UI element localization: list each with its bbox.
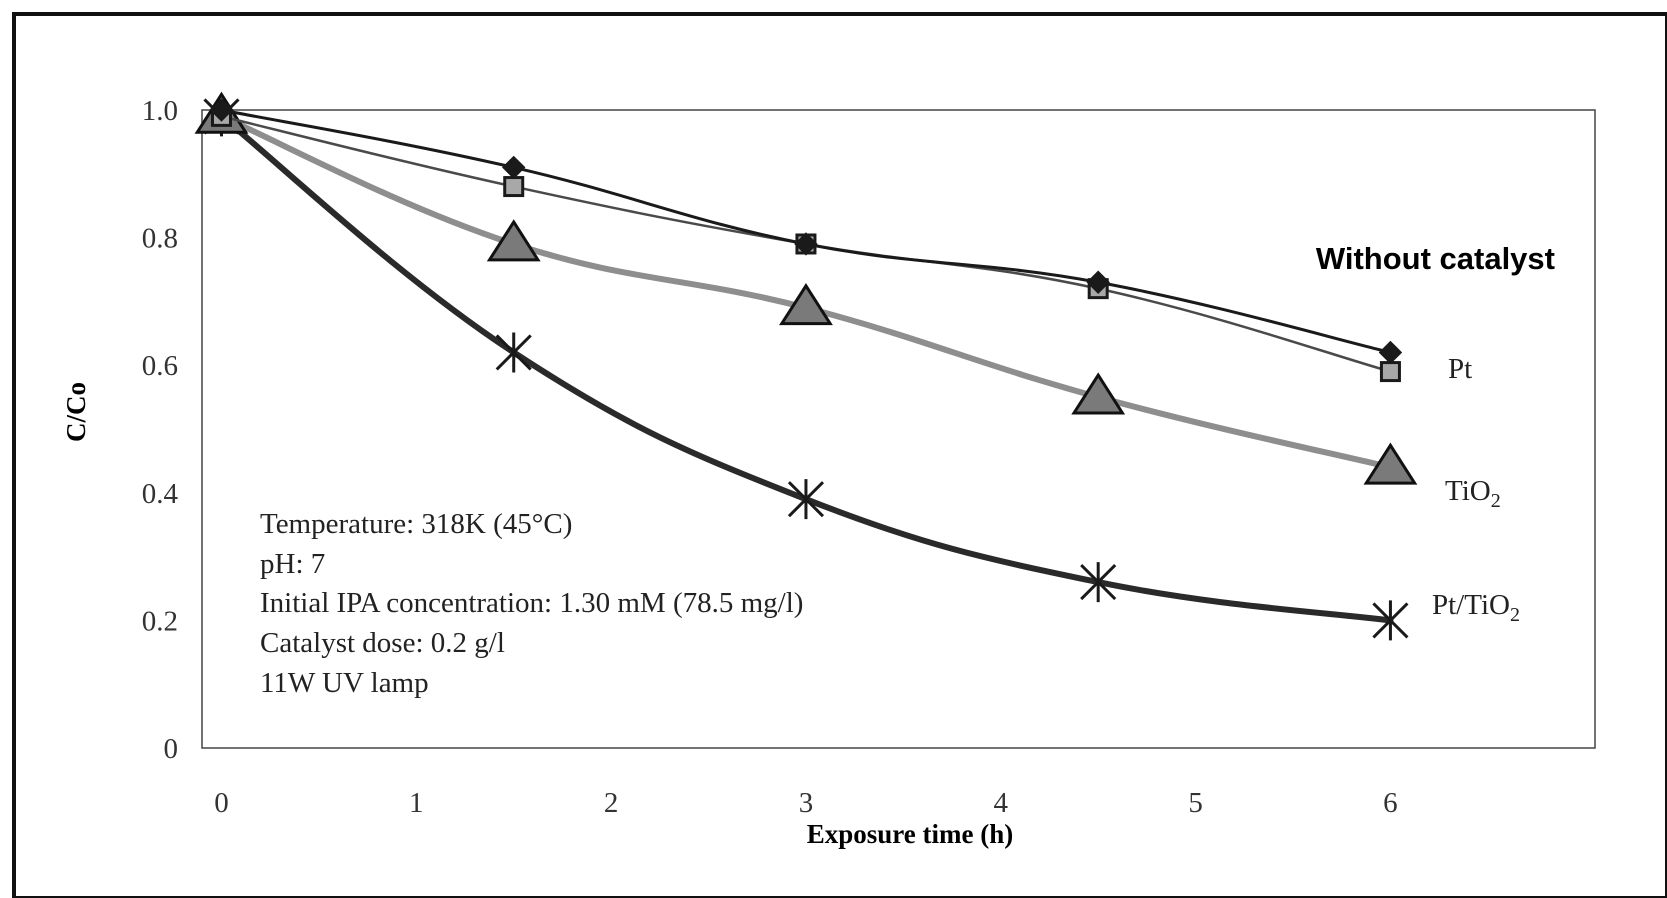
condition-uv-lamp: 11W UV lamp <box>260 667 429 699</box>
x-tick-label: 2 <box>604 787 619 819</box>
y-tick-label: 0.6 <box>142 350 178 382</box>
data-point-triangle <box>1363 442 1418 485</box>
series-tio2 <box>194 91 1418 485</box>
condition-catalyst-dose: Catalyst dose: 0.2 g/l <box>260 627 505 659</box>
outer-frame <box>12 12 1667 898</box>
data-point-triangle <box>779 282 833 326</box>
data-point-star <box>787 479 825 520</box>
x-axis-title: Exposure time (h) <box>807 819 1014 849</box>
data-point-star <box>1372 600 1409 641</box>
y-tick-label: 0.8 <box>142 223 178 255</box>
series-without-catalyst <box>209 98 1403 365</box>
series-label-text: Pt <box>1448 353 1472 385</box>
x-tick-label: 5 <box>1188 787 1203 819</box>
y-tick-label: 1.0 <box>142 95 178 127</box>
data-point-diamond <box>1378 340 1403 365</box>
conditions-block: Temperature: 318K (45°C) pH: 7 Initial I… <box>260 508 803 699</box>
x-tick-label: 6 <box>1383 787 1398 819</box>
data-point-star <box>1080 562 1117 603</box>
series-label-text: Pt/TiO <box>1432 589 1510 621</box>
series-label-pt-tio2: Pt/TiO2 <box>1432 589 1520 626</box>
series-label-tio2: TiO2 <box>1445 475 1501 512</box>
series-label-subscript: 2 <box>1491 490 1501 512</box>
data-point-diamond <box>502 155 526 180</box>
condition-ph: pH: 7 <box>260 548 325 580</box>
series-layer <box>194 91 1418 641</box>
annotation-title: Without catalyst <box>1316 241 1555 276</box>
data-point-diamond <box>209 98 234 122</box>
data-point-diamond <box>1086 270 1110 294</box>
condition-initial-concentration: Initial IPA concentration: 1.30 mM (78.5… <box>260 587 803 619</box>
data-point-square <box>503 176 525 198</box>
data-point-diamond <box>794 232 818 256</box>
x-tick-label: 1 <box>409 787 424 819</box>
series-pt-tio2 <box>203 96 1409 641</box>
data-point-triangle <box>1071 372 1126 415</box>
data-point-triangle <box>486 219 541 262</box>
condition-temperature: Temperature: 318K (45°C) <box>260 508 572 540</box>
y-tick-label: 0.4 <box>142 478 179 510</box>
data-point-star <box>495 332 532 373</box>
y-tick-label: 0 <box>164 733 179 765</box>
series-label-text: TiO <box>1445 475 1491 507</box>
series-label-pt: Pt <box>1448 353 1472 385</box>
series-label-subscript: 2 <box>1510 604 1520 626</box>
y-tick-label: 0.2 <box>142 605 178 637</box>
data-point-square <box>1379 361 1401 383</box>
x-tick-label: 0 <box>214 787 229 819</box>
plot-area <box>201 109 1596 749</box>
y-axis-title: C/Co <box>61 382 91 442</box>
series-line-pt-tio2 <box>218 113 1394 624</box>
x-tick-label: 3 <box>799 787 814 819</box>
x-axis: 0 1 2 3 4 5 6 <box>214 787 1397 819</box>
y-axis: 0 0.2 0.4 0.6 0.8 1.0 <box>142 95 179 765</box>
x-tick-label: 4 <box>994 787 1009 819</box>
